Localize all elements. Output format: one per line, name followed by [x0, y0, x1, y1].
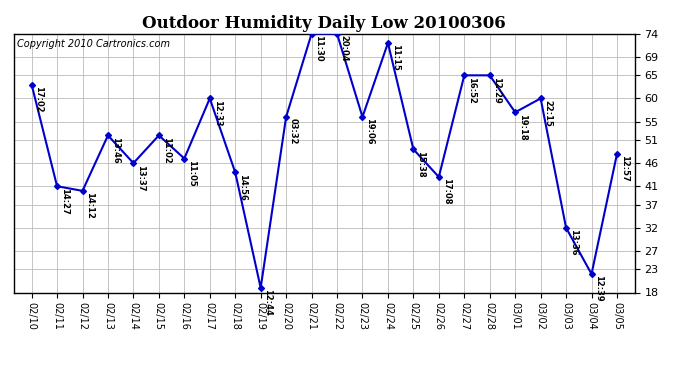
- Text: 19:18: 19:18: [518, 114, 527, 140]
- Text: 15:38: 15:38: [416, 151, 425, 177]
- Text: 17:08: 17:08: [442, 178, 451, 205]
- Text: 11:30: 11:30: [315, 35, 324, 62]
- Text: 19:06: 19:06: [365, 118, 374, 145]
- Text: 13:36: 13:36: [569, 229, 578, 256]
- Text: 12:33: 12:33: [213, 100, 221, 126]
- Text: 13:46: 13:46: [111, 137, 120, 164]
- Text: 12:39: 12:39: [594, 275, 603, 302]
- Text: 14:27: 14:27: [60, 188, 69, 214]
- Title: Outdoor Humidity Daily Low 20100306: Outdoor Humidity Daily Low 20100306: [142, 15, 506, 32]
- Text: 13:37: 13:37: [136, 165, 145, 191]
- Text: 20:04: 20:04: [339, 35, 349, 62]
- Text: 11:05: 11:05: [187, 160, 196, 187]
- Text: 14:12: 14:12: [86, 192, 95, 219]
- Text: Copyright 2010 Cartronics.com: Copyright 2010 Cartronics.com: [17, 39, 170, 49]
- Text: 12:57: 12:57: [620, 155, 629, 182]
- Text: 11:15: 11:15: [391, 44, 400, 71]
- Text: 12:44: 12:44: [264, 289, 273, 316]
- Text: 16:52: 16:52: [467, 77, 476, 104]
- Text: 12:29: 12:29: [493, 77, 502, 104]
- Text: 11:02: 11:02: [161, 137, 170, 164]
- Text: 14:56: 14:56: [238, 174, 247, 201]
- Text: 03:32: 03:32: [289, 118, 298, 145]
- Text: 22:15: 22:15: [544, 100, 553, 127]
- Text: 17:02: 17:02: [34, 86, 43, 112]
